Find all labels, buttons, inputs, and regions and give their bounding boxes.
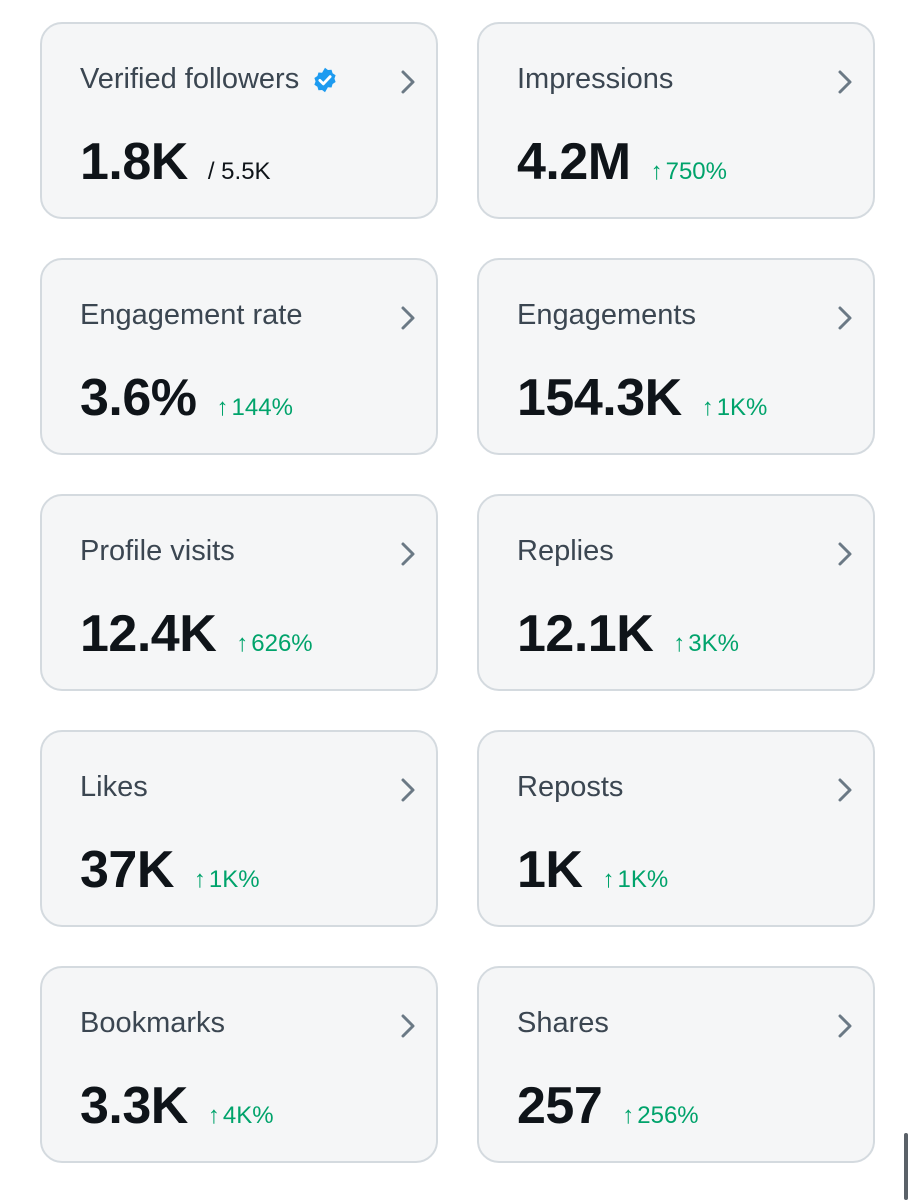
card-likes[interactable]: Likes 37K ↑ 1K% [40, 730, 438, 927]
chevron-right-icon[interactable] [835, 303, 855, 333]
metric-row: 1.8K / 5.5K [80, 132, 271, 192]
scrollbar[interactable] [904, 1133, 908, 1200]
card-label-wrap: Impressions [517, 63, 673, 96]
card-label-wrap: Profile visits [80, 535, 235, 568]
card-reposts[interactable]: Reposts 1K ↑ 1K% [477, 730, 875, 927]
metric-change: ↑ 3K% [673, 630, 739, 658]
card-label-wrap: Shares [517, 1007, 609, 1040]
change-percent: 3K% [688, 630, 739, 657]
analytics-grid: Verified followers 1.8K / 5.5K Impressio… [40, 22, 875, 1163]
chevron-right-icon[interactable] [835, 1011, 855, 1041]
change-percent: 4K% [222, 1102, 274, 1129]
card-label-wrap: Engagements [517, 299, 696, 332]
card-bookmarks[interactable]: Bookmarks 3.3K ↑ 4K% [40, 966, 438, 1163]
metric-change: ↑ 144% [217, 394, 293, 422]
card-label: Impressions [517, 63, 674, 95]
metric-value: 3.3K [80, 1077, 188, 1135]
arrow-up-icon: ↑ [622, 1102, 635, 1129]
change-percent: 1K% [617, 866, 669, 893]
chevron-right-icon[interactable] [398, 775, 418, 805]
metric-row: 3.6% ↑ 144% [80, 368, 293, 428]
change-percent: 626% [251, 630, 313, 657]
metric-change: ↑ 626% [236, 630, 312, 658]
card-label: Bookmarks [80, 1007, 226, 1039]
change-percent: 750% [665, 158, 727, 185]
metric-change: ↑ 4K% [208, 1102, 274, 1130]
change-percent: 144% [231, 394, 293, 421]
arrow-up-icon: ↑ [207, 1102, 220, 1129]
card-label: Shares [517, 1007, 609, 1039]
chevron-right-icon[interactable] [398, 539, 418, 569]
card-shares[interactable]: Shares 257 ↑ 256% [477, 966, 875, 1163]
card-label: Replies [517, 535, 614, 567]
metric-row: 12.4K ↑ 626% [80, 604, 313, 664]
card-label: Engagements [517, 299, 696, 331]
chevron-right-icon[interactable] [398, 67, 418, 97]
verified-badge-icon [311, 66, 339, 94]
metric-row: 257 ↑ 256% [517, 1076, 699, 1136]
card-label-wrap: Bookmarks [80, 1007, 225, 1040]
metric-total: / 5.5K [207, 158, 271, 185]
card-profile-visits[interactable]: Profile visits 12.4K ↑ 626% [40, 494, 438, 691]
card-label: Engagement rate [80, 299, 303, 331]
metric-row: 4.2M ↑ 750% [517, 132, 727, 192]
arrow-up-icon: ↑ [650, 158, 663, 185]
metric-value: 12.4K [80, 605, 217, 663]
chevron-right-icon[interactable] [398, 303, 418, 333]
chevron-right-icon[interactable] [835, 539, 855, 569]
card-label-wrap: Likes [80, 771, 148, 804]
metric-row: 154.3K ↑ 1K% [517, 368, 767, 428]
change-percent: 256% [637, 1102, 699, 1129]
metric-value: 12.1K [517, 605, 654, 663]
metric-value: 257 [517, 1077, 603, 1135]
metric-value: 1K [517, 841, 583, 899]
card-verified-followers[interactable]: Verified followers 1.8K / 5.5K [40, 22, 438, 219]
arrow-up-icon: ↑ [216, 394, 229, 421]
arrow-up-icon: ↑ [602, 866, 615, 893]
arrow-up-icon: ↑ [193, 866, 206, 893]
metric-change: ↑ 750% [651, 158, 727, 186]
card-label: Verified followers [80, 63, 300, 95]
card-replies[interactable]: Replies 12.1K ↑ 3K% [477, 494, 875, 691]
change-percent: 1K% [208, 866, 260, 893]
arrow-up-icon: ↑ [701, 394, 714, 421]
chevron-right-icon[interactable] [835, 67, 855, 97]
card-label: Likes [80, 771, 148, 803]
chevron-right-icon[interactable] [835, 775, 855, 805]
metric-value: 37K [80, 841, 174, 899]
card-label-wrap: Engagement rate [80, 299, 302, 332]
card-impressions[interactable]: Impressions 4.2M ↑ 750% [477, 22, 875, 219]
metric-row: 37K ↑ 1K% [80, 840, 260, 900]
metric-value: 3.6% [80, 369, 197, 427]
card-engagement-rate[interactable]: Engagement rate 3.6% ↑ 144% [40, 258, 438, 455]
metric-value: 1.8K [80, 133, 188, 191]
chevron-right-icon[interactable] [398, 1011, 418, 1041]
card-label-wrap: Reposts [517, 771, 623, 804]
arrow-up-icon: ↑ [673, 630, 686, 657]
card-engagements[interactable]: Engagements 154.3K ↑ 1K% [477, 258, 875, 455]
metric-row: 3.3K ↑ 4K% [80, 1076, 274, 1136]
arrow-up-icon: ↑ [236, 630, 249, 657]
metric-value: 4.2M [517, 133, 631, 191]
metric-row: 12.1K ↑ 3K% [517, 604, 739, 664]
card-label: Reposts [517, 771, 624, 803]
change-percent: 1K% [716, 394, 768, 421]
metric-change: ↑ 1K% [702, 394, 768, 422]
card-label-wrap: Replies [517, 535, 614, 568]
metric-value: 154.3K [517, 369, 682, 427]
metric-change: ↑ 1K% [602, 866, 668, 894]
metric-row: 1K ↑ 1K% [517, 840, 668, 900]
card-label: Profile visits [80, 535, 235, 567]
metric-change: ↑ 1K% [194, 866, 260, 894]
metric-change: ↑ 256% [622, 1102, 698, 1130]
card-label-wrap: Verified followers [80, 63, 339, 96]
